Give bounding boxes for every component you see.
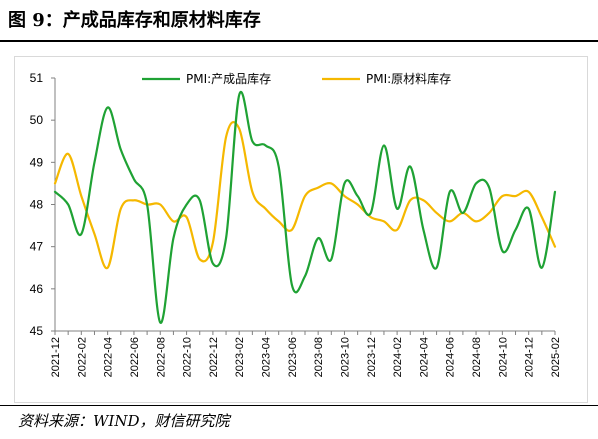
y-tick-label: 50 — [30, 113, 44, 127]
x-tick-label: 2025-02 — [550, 337, 562, 377]
y-tick-label: 47 — [30, 240, 44, 254]
x-tick-label: 2022-02 — [76, 337, 88, 377]
x-tick-label: 2024-08 — [471, 337, 483, 377]
legend-label: PMI:产成品库存 — [186, 71, 271, 86]
x-tick-label: 2022-10 — [182, 337, 194, 377]
x-tick-label: 2023-12 — [366, 337, 378, 377]
source-note: 资料来源：WIND，财信研究院 — [18, 412, 230, 430]
y-tick-label: 49 — [30, 155, 44, 169]
x-tick-label: 2024-02 — [392, 337, 404, 377]
x-tick-label: 2023-06 — [287, 337, 299, 377]
chart-frame — [14, 56, 588, 403]
x-tick-label: 2022-06 — [129, 337, 141, 377]
line-chart: 45 46 47 48 49 50 51 2021-12 2022-02 2022-04 2022-… — [30, 71, 562, 377]
title-rule — [0, 40, 598, 42]
figure-title: 图 9：产成品库存和原材料库存 — [8, 10, 261, 31]
x-tick-label: 2022-08 — [155, 337, 167, 377]
legend-label: PMI:原材料库存 — [366, 71, 451, 86]
source-rule — [0, 405, 598, 406]
x-tick-label: 2022-04 — [103, 337, 115, 377]
x-tick-label: 2024-10 — [497, 337, 509, 377]
y-tick-label: 51 — [30, 71, 44, 85]
x-tick-label: 2023-08 — [313, 337, 325, 377]
x-tick-label: 2024-06 — [445, 337, 457, 377]
x-tick-label: 2023-04 — [261, 337, 273, 377]
x-tick-label: 2023-02 — [234, 337, 246, 377]
x-tick-label: 2024-12 — [524, 337, 536, 377]
y-tick-label: 48 — [30, 198, 44, 212]
y-tick-label: 46 — [30, 282, 44, 296]
x-tick-label: 2022-12 — [208, 337, 220, 377]
x-tick-label: 2021-12 — [50, 337, 62, 377]
series-line-raw-materials — [53, 121, 557, 270]
x-tick-label: 2023-10 — [339, 337, 351, 377]
x-tick-label: 2024-04 — [418, 337, 430, 377]
y-tick-label: 45 — [30, 324, 44, 338]
series-line-finished-goods — [53, 90, 557, 324]
